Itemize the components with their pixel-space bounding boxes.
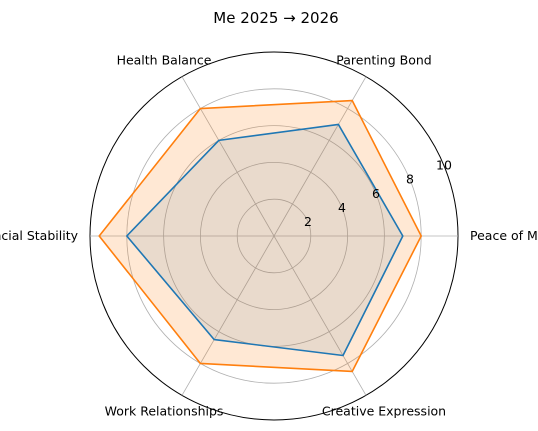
series-2-area (99, 100, 422, 372)
radar-spoke (181, 76, 275, 237)
radar-spoke (273, 76, 367, 237)
radial-tick-label: 4 (338, 200, 346, 215)
radar-series (98, 99, 423, 373)
category-label: Parenting Bond (336, 52, 431, 67)
category-label: Financial Stability (0, 228, 79, 243)
category-label: Work Relationships (105, 404, 224, 419)
series-1-line (126, 123, 404, 357)
radar-spoke (273, 235, 367, 396)
series-1-area (126, 124, 403, 356)
radial-tick-label: 6 (372, 186, 380, 201)
radial-tick-label: 2 (304, 214, 312, 229)
radial-tick-label: 8 (406, 172, 414, 187)
chart-title: Me 2025 → 2026 (213, 9, 338, 27)
series-2-line (98, 99, 423, 373)
category-label: Peace of Mind (470, 228, 538, 243)
category-label: Health Balance (117, 52, 212, 67)
radar-spoke (181, 235, 275, 396)
radar-labels: 2 4 6 8 10 Peace of Mind Parenting Bond Health … (0, 52, 538, 418)
category-label: Creative Expression (322, 404, 446, 419)
radial-tick-label: 10 (436, 158, 452, 173)
